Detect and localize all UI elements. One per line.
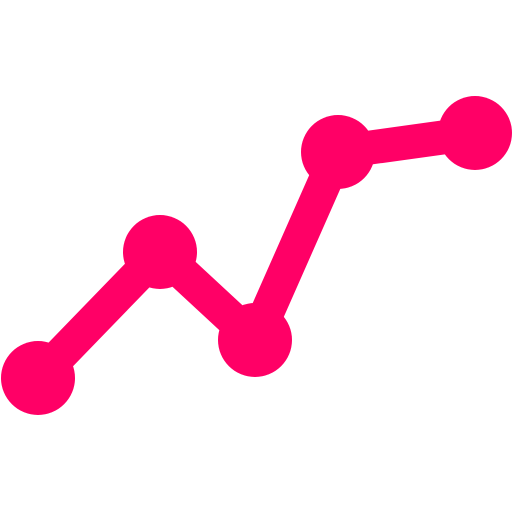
node-5: [438, 96, 512, 170]
node-1: [1, 341, 75, 415]
node-2: [123, 215, 197, 289]
node-4: [301, 115, 375, 189]
node-3: [218, 303, 292, 377]
